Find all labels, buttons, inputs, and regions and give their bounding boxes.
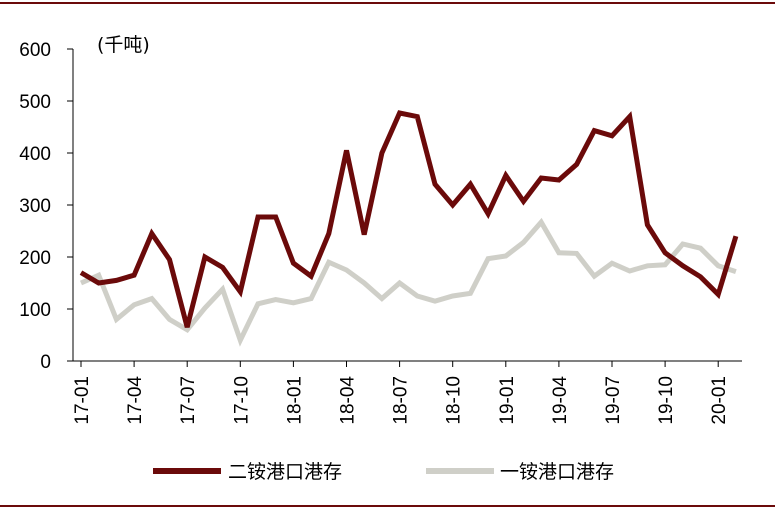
x-tick-label: 18-07: [391, 376, 412, 425]
x-tick-label: 17-04: [125, 376, 146, 425]
x-tick-label: 19-01: [497, 376, 518, 425]
y-tick-label: 0: [40, 352, 51, 373]
y-unit-label: (千吨): [97, 34, 150, 56]
y-tick-label: 400: [19, 144, 51, 165]
y-tick-label: 600: [19, 40, 51, 61]
y-tick-label: 500: [19, 92, 51, 113]
x-tick-label: 17-07: [178, 376, 199, 425]
x-tick-label: 19-07: [603, 376, 624, 425]
x-tick-label: 20-01: [709, 376, 730, 425]
legend-label-1: 二铵港口港存: [228, 461, 342, 483]
series-line-2: [79, 217, 737, 347]
y-tick-label: 200: [19, 248, 51, 269]
legend-label-2: 一铵港口港存: [500, 461, 614, 483]
series-line-1: [79, 110, 739, 328]
x-tick-label: 17-10: [231, 376, 252, 425]
x-tick-label: 18-04: [338, 376, 359, 425]
x-tick-label: 19-04: [550, 376, 571, 425]
x-tick-label: 18-01: [284, 376, 305, 425]
series-layer: [79, 110, 739, 347]
y-tick-label: 300: [19, 196, 51, 217]
legend: 二铵港口港存 一铵港口港存: [153, 461, 614, 483]
y-tick-label: 100: [19, 300, 51, 321]
y-axis: 0 100 200 300 400 500 600: [19, 40, 74, 373]
x-tick-label: 19-10: [656, 376, 677, 425]
x-axis: 17-01 17-04 17-07 17-10 18-01 18-04 18-07 18-10…: [72, 360, 742, 425]
x-tick-label: 18-10: [444, 376, 465, 425]
x-tick-label: 17-01: [72, 376, 93, 425]
